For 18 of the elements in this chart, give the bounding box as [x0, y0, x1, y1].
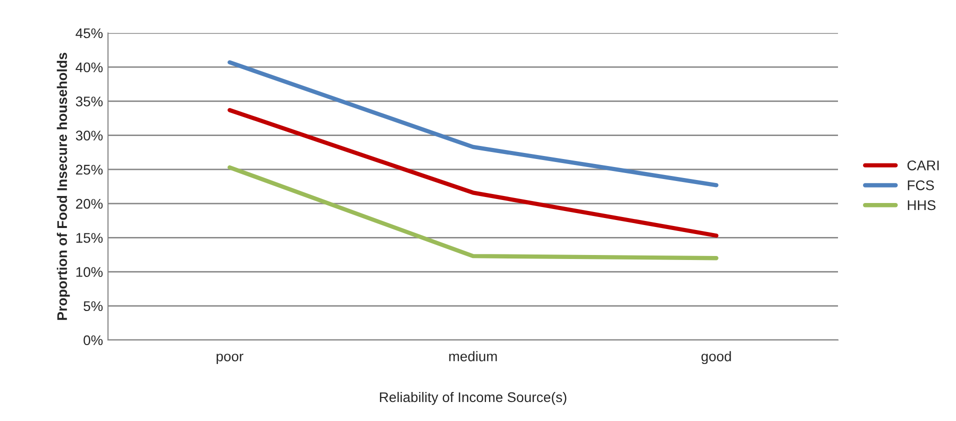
legend-label: CARI	[907, 160, 939, 170]
y-tick-label: 15%	[76, 233, 103, 243]
y-tick-label: 0%	[84, 335, 103, 346]
y-tick-label: 35%	[76, 96, 103, 106]
y-tick-label: 45%	[76, 28, 103, 38]
y-tick-label: 10%	[76, 267, 103, 277]
y-tick-label: 5%	[84, 301, 103, 312]
y-tick-label: 30%	[76, 130, 103, 141]
x-tick-label: good	[701, 351, 731, 364]
x-axis-title: Reliability of Income Source(s)	[380, 392, 566, 405]
x-tick-label: medium	[449, 351, 497, 362]
y-tick-label: 40%	[76, 62, 103, 72]
y-tick-label: 20%	[76, 198, 103, 209]
legend-label: FCS	[908, 180, 934, 190]
legend-label: HHS	[908, 200, 936, 210]
x-tick-label: poor	[216, 354, 244, 364]
y-axis-title: Proportion of Food Insecure households	[56, 52, 70, 320]
y-tick-label: 25%	[76, 164, 103, 175]
